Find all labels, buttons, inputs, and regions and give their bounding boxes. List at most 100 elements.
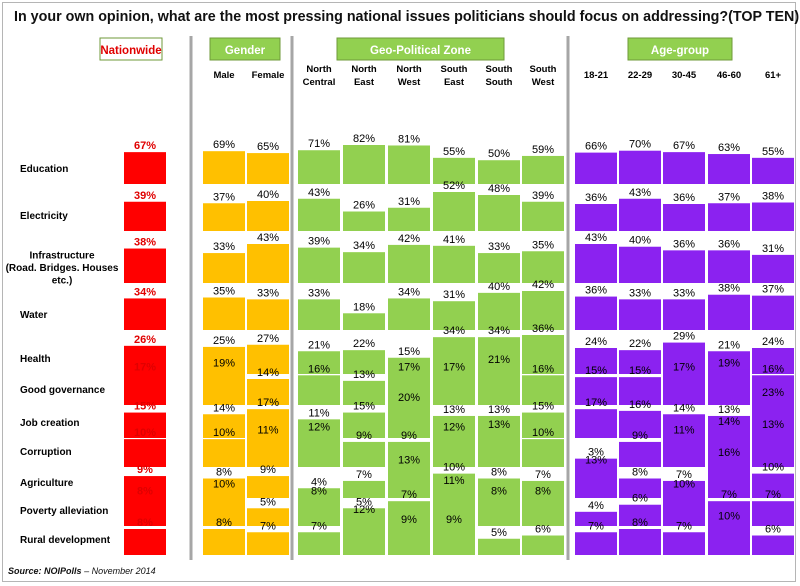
bar-22-29-job-creation	[619, 410, 661, 438]
value-label-north-east-health: 22%	[353, 338, 375, 350]
bar-north-east-good-governance	[343, 380, 385, 405]
bar-north-east-corruption	[343, 441, 385, 467]
bar-61-agriculture	[752, 473, 794, 498]
column-header-male: Male	[213, 70, 234, 81]
bar-female-health	[247, 344, 289, 374]
value-label-north-east-infrastructure-road-bridges-houses-etc: 34%	[353, 240, 375, 252]
value-label-18-21-poverty-alleviation: 4%	[588, 500, 604, 512]
value-label-30-45-poverty-alleviation: 10%	[673, 479, 695, 491]
bar-nationwide-health	[124, 345, 166, 374]
value-label-south-east-electricity: 52%	[443, 180, 465, 192]
value-label-male-education: 69%	[213, 139, 235, 151]
value-label-south-west-agriculture: 7%	[535, 469, 551, 481]
bar-18-21-electricity	[575, 204, 617, 231]
bar-north-east-job-creation	[343, 412, 385, 438]
bar-46-60-agriculture	[708, 459, 750, 498]
bar-22-29-infrastructure-road-bridges-houses-etc	[619, 246, 661, 283]
value-label-male-infrastructure-road-bridges-houses-etc: 33%	[213, 241, 235, 253]
bar-61-electricity	[752, 202, 794, 231]
value-label-male-electricity: 37%	[213, 191, 235, 203]
value-label-nationwide-corruption: 10%	[134, 427, 156, 439]
bar-south-west-corruption	[522, 439, 564, 467]
value-label-south-west-education: 59%	[532, 144, 554, 156]
bar-22-29-health	[619, 350, 661, 374]
value-label-nationwide-health: 26%	[134, 334, 156, 346]
bar-nationwide-electricity	[124, 201, 166, 231]
bar-18-21-good-governance	[575, 377, 617, 405]
value-label-male-water: 35%	[213, 286, 235, 298]
bar-male-rural-development	[203, 529, 245, 555]
column-header-north-east-line1: North	[351, 64, 377, 75]
bar-46-60-poverty-alleviation	[708, 501, 750, 526]
bar-south-west-education	[522, 155, 564, 184]
bar-north-west-health	[388, 357, 430, 374]
value-label-46-60-water: 38%	[718, 283, 740, 295]
bar-south-south-electricity	[478, 195, 520, 231]
bar-30-45-health	[663, 342, 705, 374]
value-label-61-electricity: 38%	[762, 191, 784, 203]
value-label-nationwide-electricity: 39%	[134, 190, 156, 202]
value-label-61-rural-development: 6%	[765, 524, 781, 536]
value-label-south-west-job-creation: 15%	[532, 401, 554, 413]
value-label-north-east-education: 82%	[353, 133, 375, 145]
value-label-46-60-corruption: 14%	[718, 416, 740, 428]
bar-south-east-water	[433, 301, 475, 330]
value-label-18-21-rural-development: 7%	[588, 520, 604, 532]
value-label-south-west-poverty-alleviation: 8%	[535, 486, 551, 498]
bar-male-health	[203, 346, 245, 374]
value-label-north-west-agriculture: 13%	[398, 454, 420, 466]
value-label-22-29-education: 70%	[629, 139, 651, 151]
bar-north-west-poverty-alleviation	[388, 501, 430, 526]
bar-22-29-education	[619, 150, 661, 184]
value-label-46-60-electricity: 37%	[718, 191, 740, 203]
bar-south-west-poverty-alleviation	[522, 497, 564, 526]
value-label-18-21-water: 36%	[585, 285, 607, 297]
value-label-22-29-job-creation: 16%	[629, 399, 651, 411]
value-label-46-60-health: 21%	[718, 339, 740, 351]
bar-north-central-water	[298, 299, 340, 330]
value-label-30-45-electricity: 36%	[673, 192, 695, 204]
bar-22-29-agriculture	[619, 478, 661, 498]
bar-south-east-job-creation	[433, 415, 475, 438]
bar-south-south-corruption	[478, 430, 520, 467]
column-header-north-east-line2: East	[354, 77, 375, 88]
value-label-south-east-good-governance: 17%	[443, 361, 465, 373]
bar-female-rural-development	[247, 532, 289, 555]
value-label-north-west-electricity: 31%	[398, 196, 420, 208]
value-label-north-east-electricity: 26%	[353, 200, 375, 212]
column-header-south-west-line2: West	[532, 77, 555, 88]
bar-46-60-electricity	[708, 203, 750, 231]
bar-south-south-good-governance	[478, 366, 520, 405]
value-label-46-60-rural-development: 10%	[718, 511, 740, 523]
value-label-18-21-infrastructure-road-bridges-houses-etc: 43%	[585, 232, 607, 244]
bar-22-29-electricity	[619, 198, 661, 231]
bar-north-central-agriculture	[298, 488, 340, 498]
column-header-18-21: 18-21	[584, 70, 609, 81]
value-label-south-south-job-creation: 13%	[488, 404, 510, 416]
bar-30-45-job-creation	[663, 414, 705, 438]
bar-male-water	[203, 297, 245, 330]
value-label-north-central-job-creation: 11%	[308, 407, 329, 419]
column-header-north-west-line1: North	[396, 64, 422, 75]
bar-female-job-creation	[247, 409, 289, 438]
value-label-north-east-job-creation: 15%	[353, 401, 375, 413]
value-label-south-south-education: 50%	[488, 148, 510, 160]
bar-south-west-job-creation	[522, 412, 564, 438]
value-label-46-60-infrastructure-road-bridges-houses-etc: 36%	[718, 238, 740, 250]
value-label-north-central-rural-development: 7%	[311, 520, 327, 532]
bar-18-21-water	[575, 296, 617, 330]
row-label-education: Education	[20, 164, 68, 175]
value-label-female-rural-development: 7%	[260, 520, 276, 532]
value-label-south-south-infrastructure-road-bridges-houses-etc: 33%	[488, 241, 510, 253]
bar-south-east-health	[433, 337, 475, 374]
value-label-22-29-good-governance: 15%	[629, 365, 651, 377]
value-label-south-south-poverty-alleviation: 8%	[491, 486, 507, 498]
value-label-22-29-poverty-alleviation: 6%	[632, 493, 648, 505]
value-label-south-west-water: 42%	[532, 279, 554, 291]
bar-male-electricity	[203, 203, 245, 231]
value-label-61-agriculture: 10%	[762, 462, 784, 474]
bar-46-60-good-governance	[708, 369, 750, 405]
value-label-south-west-rural-development: 6%	[535, 524, 551, 536]
bar-south-south-agriculture	[478, 478, 520, 498]
